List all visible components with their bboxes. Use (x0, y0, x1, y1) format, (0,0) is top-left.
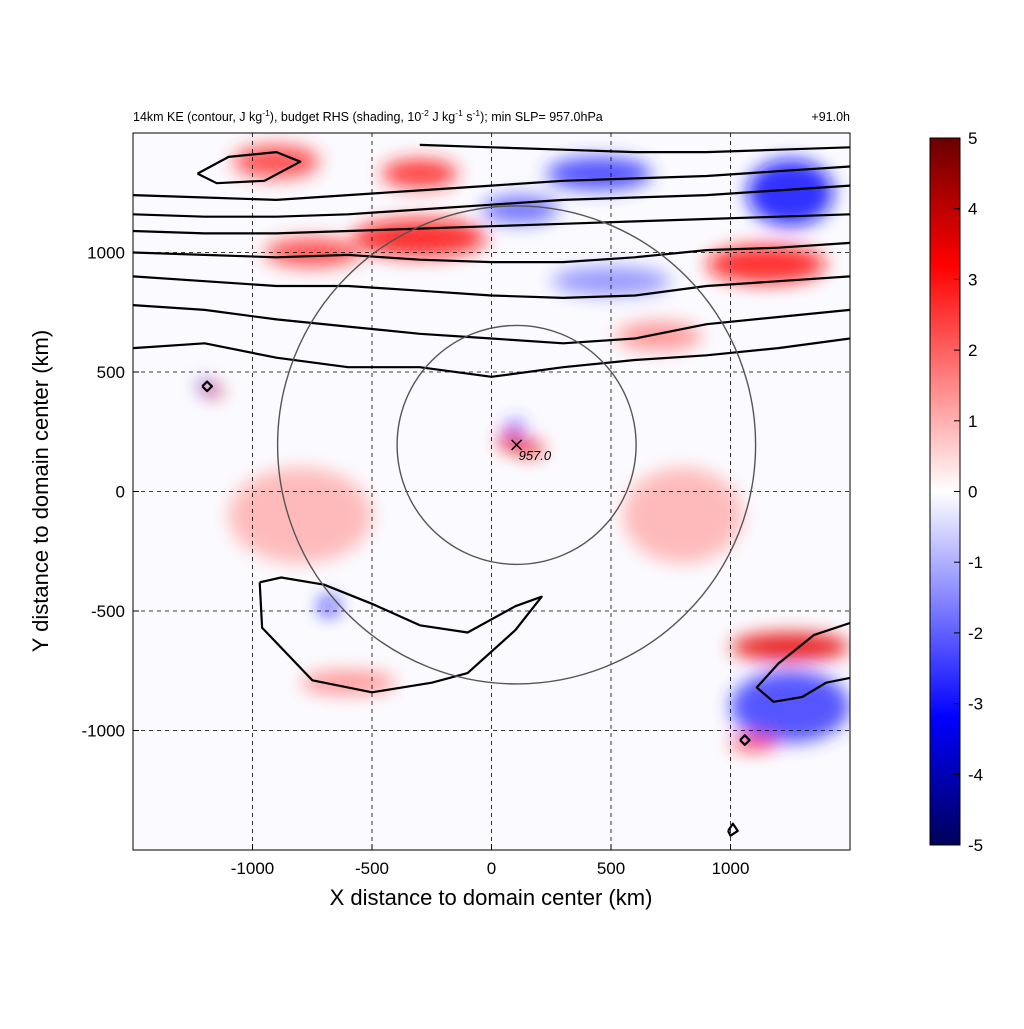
y-tick-label: -500 (91, 602, 125, 621)
ke-contour (419, 143, 850, 154)
ke-contour (133, 275, 850, 299)
ke-contour (133, 165, 850, 201)
colorbar-tick-label: 3 (968, 270, 977, 289)
shading-feature (730, 670, 850, 743)
shading-feature (730, 735, 779, 750)
colorbar-tick-label: -1 (968, 553, 983, 572)
shading-feature (207, 385, 222, 398)
y-tick-label: 0 (116, 483, 125, 502)
shading-feature (381, 159, 459, 188)
storm-center: 957.0 (511, 439, 552, 463)
x-axis-label: X distance to domain center (km) (330, 885, 653, 910)
shading-feature (622, 467, 743, 564)
ke-contours (133, 143, 850, 837)
shading-feature (481, 195, 559, 224)
colorbar-tick-label: 1 (968, 412, 977, 431)
y-tick-label: -1000 (82, 722, 125, 741)
time-label: +91.0h (811, 110, 850, 124)
colorbar-tick-label: 0 (968, 483, 977, 502)
storm-center-label: 957.0 (519, 448, 552, 463)
y-axis-label: Y distance to domain center (km) (28, 330, 53, 652)
colorbar-tick-label: -5 (968, 836, 983, 855)
x-tick-label: -500 (355, 859, 389, 878)
ke-contour (727, 822, 739, 837)
ke-contour (133, 304, 850, 345)
range-ring (396, 324, 637, 566)
ke-contour (201, 380, 213, 393)
x-tick-label: 0 (487, 859, 496, 878)
shading-feature (706, 245, 827, 284)
y-tick-label: 500 (97, 363, 125, 382)
x-tick-label: 1000 (712, 859, 750, 878)
colorbar-tick-label: 5 (968, 129, 977, 148)
colorbar-tick-label: -4 (968, 765, 983, 784)
ke-contour (133, 184, 850, 218)
y-axis: -1000 -500 0 500 1000 (82, 244, 139, 741)
shading-feature (319, 596, 339, 616)
colorbar: 5 4 3 2 1 0 -1 -2 -3 -4 -5 (929, 129, 983, 855)
ke-contour (133, 241, 850, 264)
x-axis: -1000 -500 0 500 1000 (231, 844, 750, 878)
shading-feature (515, 441, 545, 456)
y-tick-label: 1000 (87, 244, 125, 263)
ke-contour (755, 621, 850, 703)
colorbar-tick-label: -2 (968, 624, 983, 643)
ke-contour (196, 151, 302, 185)
shading-feature (747, 159, 834, 227)
shading-feature (505, 420, 525, 433)
range-ring (276, 205, 757, 685)
ke-contour (739, 734, 751, 746)
chart-title: 14km KE (contour, J kg-1), budget RHS (s… (133, 108, 603, 124)
ke-contour (133, 213, 850, 235)
x-tick-label: -1000 (231, 859, 274, 878)
shading-feature (546, 156, 652, 191)
shading-feature (615, 321, 702, 351)
colorbar-tick-label: 4 (968, 200, 977, 219)
colorbar-ticks: 5 4 3 2 1 0 -1 -2 -3 -4 -5 (954, 129, 983, 855)
range-rings (276, 205, 757, 685)
ke-contour (133, 337, 850, 378)
shading-feature (228, 467, 372, 564)
ke-contour (258, 576, 543, 694)
storm-center-marker (511, 439, 523, 451)
x-tick-label: 500 (597, 859, 625, 878)
plot-area: 957.0 (132, 132, 851, 851)
colorbar-tick-label: -3 (968, 695, 983, 714)
shading-feature (551, 266, 671, 296)
colorbar-tick-label: 2 (968, 341, 977, 360)
shading-feature (352, 219, 487, 258)
shading-feature (730, 632, 850, 662)
